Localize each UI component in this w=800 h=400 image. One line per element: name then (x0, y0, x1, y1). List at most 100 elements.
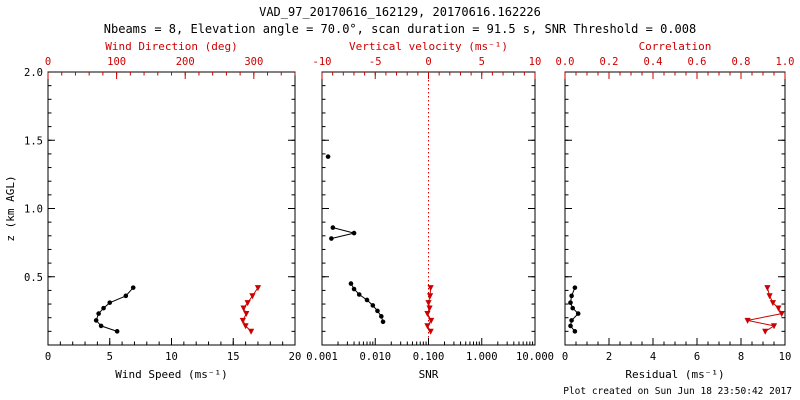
marker-correlation (769, 300, 776, 307)
bottom-tick-label: 0 (562, 351, 568, 363)
panel-frame (47, 71, 296, 346)
top-tick-label: 0.2 (600, 56, 619, 68)
marker-vertical-velocity (425, 300, 432, 307)
bottom-tick-label: 20 (289, 351, 302, 363)
marker-wind-speed (101, 305, 106, 311)
marker-vertical-velocity (426, 293, 434, 300)
panel-wind: 0 5 10 15 20 Wind Speed (ms⁻¹) 0 100 200 300 Wind … (24, 40, 301, 381)
bottom-tick-label: 15 (227, 351, 240, 363)
top-tick-label: 300 (244, 56, 263, 68)
marker-snr-profile-low (379, 314, 384, 319)
bottom-tick-label: 10 (779, 351, 792, 363)
marker-snr-profile-mid (329, 236, 334, 241)
marker-correlation (744, 317, 751, 324)
bottom-tick-label: 0 (45, 351, 51, 363)
marker-wind-direction (249, 293, 256, 300)
marker-snr-profile-low (370, 303, 376, 308)
marker-residual (568, 300, 573, 305)
series-snr-profile-mid-line (331, 227, 355, 239)
top-tick-label: 10 (529, 56, 542, 68)
y-tick-label: 1.5 (24, 135, 43, 147)
marker-wind-direction (240, 305, 247, 312)
top-tick-label: 1.0 (776, 56, 795, 68)
marker-snr-profile-mid (351, 230, 357, 236)
marker-vertical-velocity (428, 317, 435, 324)
marker-wind-direction (247, 328, 255, 335)
top-tick-label: 0 (425, 56, 431, 68)
marker-wind-direction (243, 311, 250, 318)
created-timestamp: Plot created on Sun Jun 18 23:50:42 2017 (563, 386, 792, 397)
bottom-tick-label: 0.100 (413, 351, 445, 363)
marker-residual (570, 305, 575, 311)
bottom-tick-label: 6 (694, 351, 700, 363)
marker-snr-profile-mid (330, 225, 336, 230)
top-tick-label: 5 (479, 56, 485, 68)
y-tick-label: 0.5 (24, 272, 43, 284)
y-tick-label: 2.0 (24, 67, 43, 79)
plot-header: VAD_97_20170616_162129, 20170616.162226 … (0, 5, 800, 36)
top-tick-label: 200 (176, 56, 195, 68)
bottom-axis-title: Wind Speed (ms⁻¹) (115, 368, 228, 381)
top-tick-label: 0.8 (732, 56, 751, 68)
bottom-tick-label: 0.010 (359, 351, 391, 363)
panel-snr: 0.001 0.010 0.100 1.000 10.000 SNR -10 -5 0 5 10 Ve… (306, 40, 554, 381)
marker-correlation (762, 328, 769, 335)
bottom-axis-title: Residual (ms⁻¹) (625, 368, 724, 381)
bottom-tick-label: 4 (650, 351, 656, 363)
marker-wind-speed (107, 300, 113, 305)
marker-wind-speed (130, 285, 136, 290)
marker-residual (572, 285, 578, 290)
top-tick-label: 100 (107, 56, 126, 68)
marker-correlation (778, 311, 785, 318)
marker-wind-speed (93, 318, 99, 323)
bottom-tick-label: 0.001 (306, 351, 338, 363)
marker-vertical-velocity (427, 328, 434, 335)
top-tick-label: -5 (369, 56, 382, 68)
marker-snr-profile-low (380, 319, 386, 325)
marker-correlation (770, 323, 778, 330)
bottom-tick-label: 2 (606, 351, 612, 363)
marker-snr-profile-low (375, 308, 380, 314)
marker-vertical-velocity (426, 305, 433, 312)
bottom-tick-label: 8 (738, 351, 744, 363)
bottom-tick-label: 10.000 (516, 351, 554, 363)
marker-snr-profile-low (356, 292, 362, 297)
marker-snr-profile-low (348, 281, 354, 286)
marker-vertical-velocity (427, 285, 434, 292)
marker-wind-direction (254, 285, 262, 292)
bottom-axis-title: SNR (419, 368, 439, 381)
top-tick-label: -10 (313, 56, 332, 68)
marker-residual (568, 323, 573, 329)
top-tick-label: 0 (45, 56, 51, 68)
marker-residual (575, 311, 581, 316)
panel-frame (564, 71, 786, 346)
series-correlation-line (747, 287, 783, 332)
marker-residual (569, 293, 574, 299)
marker-vertical-velocity (424, 323, 431, 330)
marker-wind-direction (244, 300, 251, 307)
plot-subtitle: Nbeams = 8, Elevation angle = 70.0°, sca… (103, 22, 697, 36)
marker-correlation (764, 285, 771, 292)
top-axis-title: Vertical velocity (ms⁻¹) (349, 40, 508, 53)
marker-wind-speed (96, 311, 101, 316)
marker-wind-speed (114, 329, 120, 334)
marker-snr-profile-low (351, 286, 357, 292)
top-tick-label: 0.4 (644, 56, 663, 68)
marker-wind-direction (242, 323, 249, 330)
marker-wind-direction (239, 317, 246, 324)
marker-wind-speed (98, 323, 104, 329)
marker-correlation (775, 305, 782, 312)
top-tick-label: 0.0 (556, 56, 575, 68)
marker-residual (572, 329, 578, 334)
marker-correlation (766, 293, 773, 300)
y-tick-label: 1.0 (24, 204, 43, 216)
marker-residual (569, 318, 574, 323)
panel-residual: 0 2 4 6 8 10 Residual (ms⁻¹) 0.0 0.2 0.4 0.6 0.8 1.0… (556, 40, 795, 381)
marker-wind-speed (123, 293, 129, 299)
plot-title: VAD_97_20170616_162129, 20170616.162226 (259, 5, 541, 19)
bottom-tick-label: 1.000 (466, 351, 498, 363)
marker-vertical-velocity (424, 311, 431, 318)
bottom-tick-label: 10 (165, 351, 178, 363)
top-tick-label: 0.6 (688, 56, 707, 68)
